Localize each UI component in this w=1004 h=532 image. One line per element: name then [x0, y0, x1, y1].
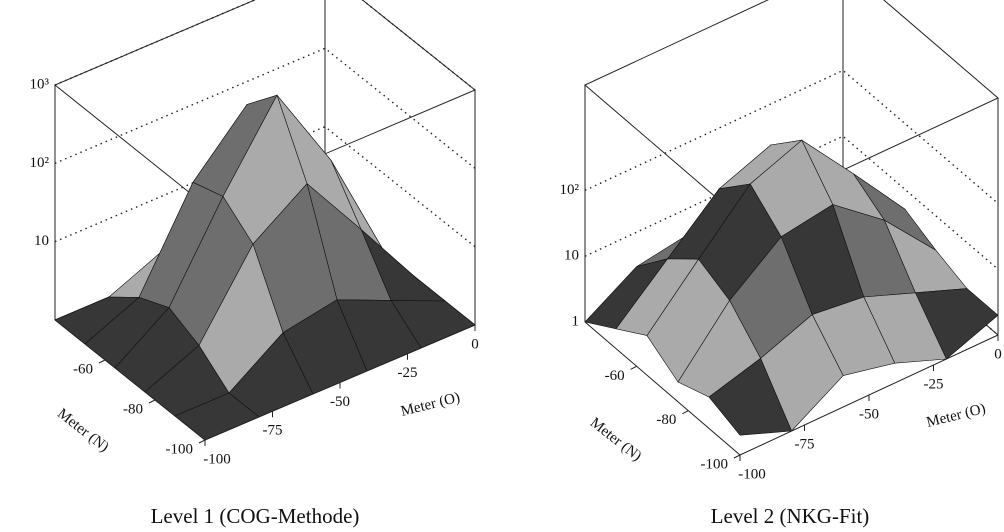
chart-title: Level 1 (COG-Methode) — [151, 504, 360, 528]
tick-mark — [682, 410, 689, 415]
x-axis-label: Meter (O) — [925, 401, 987, 431]
y-tick-label: -60 — [73, 361, 93, 377]
tick-mark — [148, 399, 156, 404]
z-tick-label: 10² — [30, 155, 50, 171]
y-tick-label: -80 — [123, 401, 143, 417]
tick-mark — [630, 365, 637, 370]
z-tick-label: 10³ — [30, 76, 50, 92]
z-tick-label: 10 — [564, 248, 579, 264]
x-tick-label: -50 — [330, 394, 350, 410]
grid-line — [584, 135, 999, 270]
box-top — [584, 0, 999, 219]
x-tick-label: 0 — [994, 346, 1002, 362]
x-axis-label: Meter (O) — [399, 390, 461, 420]
x-tick-label: -25 — [924, 376, 944, 392]
y-tick-label: -60 — [605, 368, 625, 384]
x-tick-label: -25 — [398, 365, 418, 381]
y-tick-label: -80 — [656, 412, 676, 428]
x-tick-label: -100 — [738, 466, 766, 482]
y-axis-label: Meter (N) — [587, 415, 644, 465]
y-tick-label: -100 — [166, 441, 194, 457]
box-top — [54, 0, 476, 206]
z-tick-label: 10 — [34, 233, 49, 249]
surface-patch — [708, 357, 793, 436]
tick-mark — [98, 359, 106, 364]
chart-title: Level 2 (NKG-Fit) — [711, 504, 870, 528]
x-tick-label: -75 — [795, 436, 815, 452]
grid-line — [54, 0, 476, 91]
tick-mark — [733, 454, 741, 459]
z-tick-label: 1 — [572, 313, 580, 329]
x-tick-label: -100 — [203, 451, 231, 467]
x-tick-label: -50 — [859, 406, 879, 422]
x-tick-label: -75 — [263, 423, 283, 439]
y-tick-label: -100 — [701, 456, 729, 472]
y-axis-label: Meter (N) — [54, 406, 111, 456]
tick-mark — [198, 439, 206, 444]
x-tick-label: 0 — [471, 336, 479, 352]
z-tick-label: 10² — [560, 182, 580, 198]
grid-line — [584, 69, 999, 204]
